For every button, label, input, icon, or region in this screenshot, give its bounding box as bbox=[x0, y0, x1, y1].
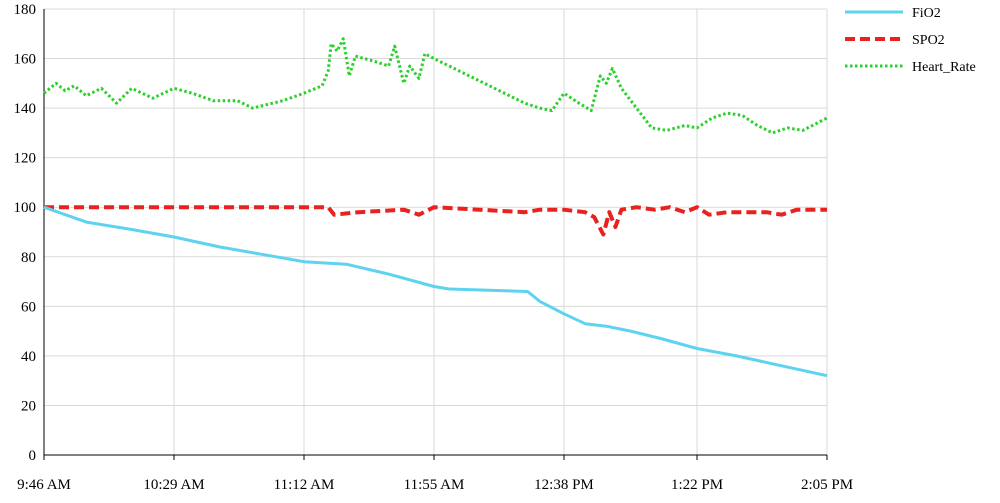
axes bbox=[43, 9, 828, 460]
y-tick-label: 120 bbox=[14, 151, 37, 167]
x-tick-label: 2:05 PM bbox=[801, 477, 853, 493]
y-tick-label: 100 bbox=[14, 200, 37, 216]
series-line-heart-rate bbox=[43, 37, 828, 135]
legend-label: FiO2 bbox=[912, 6, 941, 21]
x-tick-label: 11:12 AM bbox=[274, 477, 335, 493]
x-tick-label: 9:46 AM bbox=[17, 477, 71, 493]
x-tick-label: 10:29 AM bbox=[143, 477, 204, 493]
x-tick-label: 1:22 PM bbox=[671, 477, 723, 493]
y-tick-label: 0 bbox=[29, 448, 37, 464]
legend: FiO2 SPO2 Heart_Rate bbox=[845, 6, 976, 75]
grid-lines bbox=[44, 8, 828, 455]
y-tick-label: 20 bbox=[21, 398, 36, 414]
x-tick-label: 12:38 PM bbox=[534, 477, 594, 493]
x-tick-label: 11:55 AM bbox=[404, 477, 465, 493]
series-line-fio2 bbox=[43, 205, 828, 378]
y-tick-label: 80 bbox=[21, 250, 36, 266]
y-tick-labels: 0 20 40 60 80 100 120 140 160 180 bbox=[14, 2, 37, 464]
y-tick-label: 180 bbox=[14, 2, 37, 18]
series-lines bbox=[43, 37, 828, 378]
series-line-spo2 bbox=[44, 205, 827, 237]
y-tick-label: 60 bbox=[21, 299, 36, 315]
y-tick-label: 140 bbox=[14, 101, 37, 117]
y-tick-label: 40 bbox=[21, 349, 36, 365]
legend-label: SPO2 bbox=[912, 33, 945, 48]
x-tick-labels: 9:46 AM 10:29 AM 11:12 AM 11:55 AM 12:38 PM 1… bbox=[17, 477, 853, 493]
legend-label: Heart_Rate bbox=[912, 60, 976, 75]
y-tick-label: 160 bbox=[14, 52, 37, 68]
